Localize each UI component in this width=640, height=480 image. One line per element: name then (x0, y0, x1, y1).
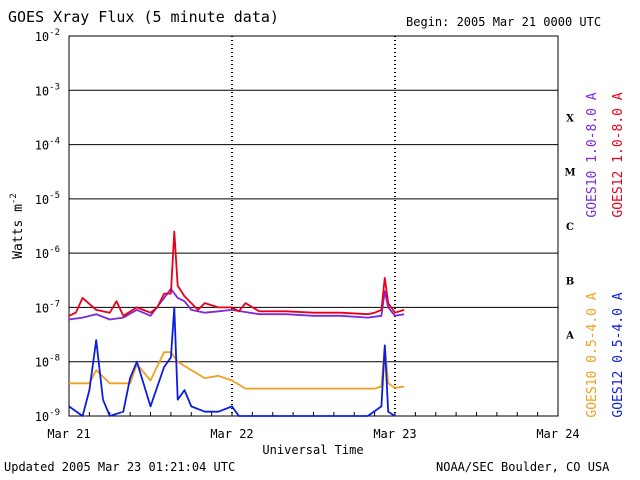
y-tick-base: 10 (35, 247, 49, 261)
y-tick-base: 10 (35, 356, 49, 370)
y-tick-label: 10-5 (35, 191, 60, 207)
chart-title: GOES Xray Flux (5 minute data) (8, 8, 279, 26)
y-tick-label: 10-7 (35, 299, 60, 315)
y-tick-label: 10-2 (35, 28, 60, 44)
x-tick-label: Mar 21 (47, 427, 90, 441)
flare-class-x: X (566, 113, 574, 124)
flare-class-labels: X M C B A (564, 113, 575, 341)
y-tick-exp: -5 (49, 191, 60, 201)
x-axis-label: Universal Time (262, 443, 363, 457)
flare-class-m: M (564, 168, 575, 179)
y-tick-base: 10 (35, 193, 49, 207)
legend-goes12_short: GOES12 0.5-4.0 A (611, 292, 626, 417)
y-tick-base: 10 (35, 30, 49, 44)
y-axis-label: Watts m-2 (9, 193, 26, 259)
legend: GOES12 0.5-4.0 A GOES10 0.5-4.0 A GOES12 1… (585, 92, 626, 417)
y-tick-exp: -3 (49, 82, 60, 92)
y-tick-exp: -8 (49, 354, 60, 364)
x-tick-label: Mar 24 (536, 427, 579, 441)
x-tick-label: Mar 23 (373, 427, 416, 441)
x-tick-label: Mar 22 (210, 427, 253, 441)
credit-line: NOAA/SEC Boulder, CO USA (436, 460, 610, 474)
flare-class-b: B (566, 276, 574, 287)
series-line-goes10_long (68, 287, 405, 321)
y-tick-label: 10-6 (35, 245, 60, 261)
y-tick-label: 10-3 (35, 82, 60, 98)
flare-class-c: C (566, 222, 574, 233)
y-tick-label: 10-8 (35, 354, 60, 370)
plot-frame (68, 35, 559, 417)
y-tick-label: 10-4 (35, 137, 60, 153)
updated-timestamp: Updated 2005 Mar 23 01:21:04 UTC (4, 460, 236, 474)
y-tick-exp: -6 (49, 245, 60, 255)
series-line-goes12_long (68, 230, 405, 317)
begin-time: Begin: 2005 Mar 21 0000 UTC (406, 15, 602, 29)
y-tick-exp: -2 (49, 28, 60, 38)
y-tick-exp: -4 (49, 137, 60, 147)
y-tick-label: 10-9 (35, 408, 60, 424)
y-tick-exp: -7 (49, 299, 60, 309)
y-axis-label-text: Watts m (11, 204, 26, 259)
day-tick-marks (68, 36, 559, 416)
legend-goes12_long: GOES12 1.0-8.0 A (611, 92, 626, 217)
legend-goes10_long: GOES10 1.0-8.0 A (585, 92, 600, 217)
legend-goes10_short: GOES10 0.5-4.0 A (585, 292, 600, 417)
y-axis-label-exp: -2 (9, 193, 19, 204)
x-tick-labels: Mar 21 Mar 22 Mar 23 Mar 24 (47, 427, 579, 441)
y-tick-exp: -9 (49, 408, 60, 418)
flare-class-a: A (565, 331, 574, 342)
y-tick-base: 10 (35, 410, 49, 424)
gridlines (69, 89, 558, 363)
y-tick-labels: 10-210-310-410-510-610-710-810-9 (35, 28, 60, 424)
y-tick-base: 10 (35, 84, 49, 98)
y-tick-base: 10 (35, 301, 49, 315)
series-line-goes10_short (69, 344, 405, 390)
y-tick-base: 10 (35, 139, 49, 153)
series-layer (68, 230, 405, 417)
series-line-goes12_short (68, 306, 396, 417)
